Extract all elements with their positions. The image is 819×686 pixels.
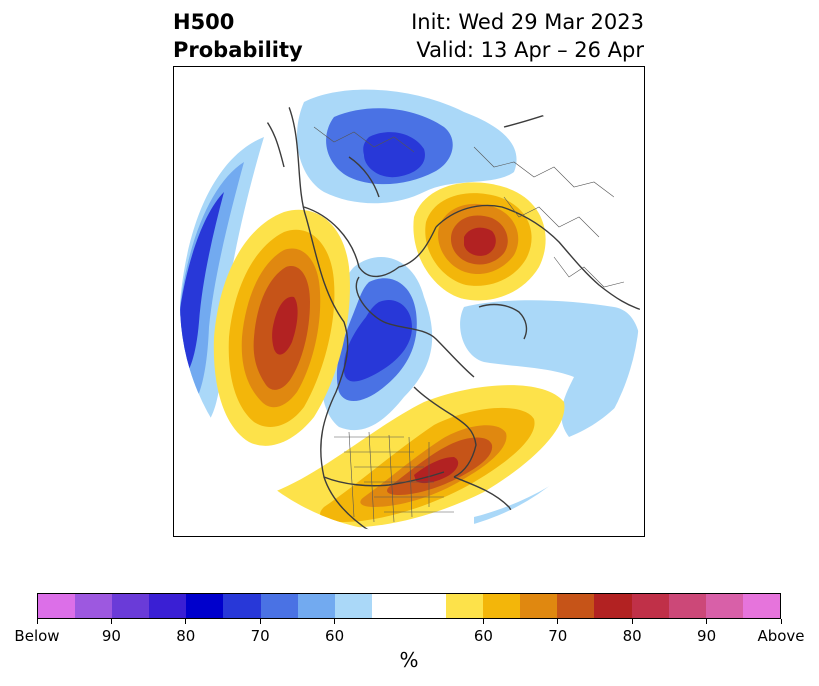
colorbar-tick [557,619,559,624]
colorbar-swatch [705,594,743,618]
anomaly-ridge-pacific-max [272,296,298,355]
borders [313,126,625,523]
colorbar-swatch [112,594,150,618]
colorbar-swatch [594,594,632,618]
colorbar-swatch [520,594,558,618]
colorbar-swatch [483,594,521,618]
colorbar-tick-label: 60 [325,627,345,645]
colorbar-tick [334,619,336,624]
colorbar-swatch [668,594,706,618]
anomaly-blue-west-strong [180,192,224,377]
positive-anomalies [213,182,565,528]
colorbar-tick [36,619,38,624]
anomaly-blue-east-light [460,300,640,437]
colorbar-tick-label: 60 [473,627,493,645]
anomaly-ridge-east-max [414,457,459,484]
title-line1: H500 [173,10,235,34]
colorbar-tick [259,619,261,624]
colorbar-swatch [742,594,780,618]
colorbar-tick-label: Above [757,627,805,645]
colorbar-unit: % [399,648,419,672]
colorbar-swatch [149,594,187,618]
probability-map [173,66,645,537]
colorbar-tick [706,619,708,624]
colorbar-tick [780,619,782,624]
colorbar-swatch [408,594,447,618]
colorbar-swatch [38,594,76,618]
colorbar-swatch [334,594,372,618]
coastlines [258,94,640,533]
colorbar-tick [110,619,112,624]
colorbar-swatch [446,594,484,618]
colorbar-swatch [371,594,409,618]
colorbar-tick [631,619,633,624]
map-svg [180,73,640,533]
colorbar-swatch [186,594,224,618]
colorbar-swatch [260,594,298,618]
colorbar-swatch [631,594,669,618]
colorbar-tick-label: 70 [250,627,270,645]
colorbar-tick [482,619,484,624]
colorbar-swatch [75,594,113,618]
colorbar-tick-label: 90 [697,627,717,645]
anomaly-blue-canada-strong [343,299,412,382]
title-left: H500 Probability [173,8,303,64]
colorbar-tick-label: 90 [101,627,121,645]
colorbar-swatch [297,594,335,618]
colorbar [37,593,781,619]
colorbar-swatch [557,594,595,618]
title-right: Init: Wed 29 Mar 2023 Valid: 13 Apr – 26… [411,8,644,64]
colorbar-tick-label: 80 [176,627,196,645]
colorbar-tick [185,619,187,624]
title-line2: Probability [173,38,303,62]
colorbar-tick-label: 80 [622,627,642,645]
colorbar-tick-label: Below [14,627,60,645]
init-date: Init: Wed 29 Mar 2023 [411,10,644,34]
valid-range: Valid: 13 Apr – 26 Apr [416,38,644,62]
anomaly-high-arctic-max [464,227,496,256]
colorbar-swatch [223,594,261,618]
colorbar-tick-label: 70 [548,627,568,645]
anomaly-blue-asia-strong [363,132,425,178]
